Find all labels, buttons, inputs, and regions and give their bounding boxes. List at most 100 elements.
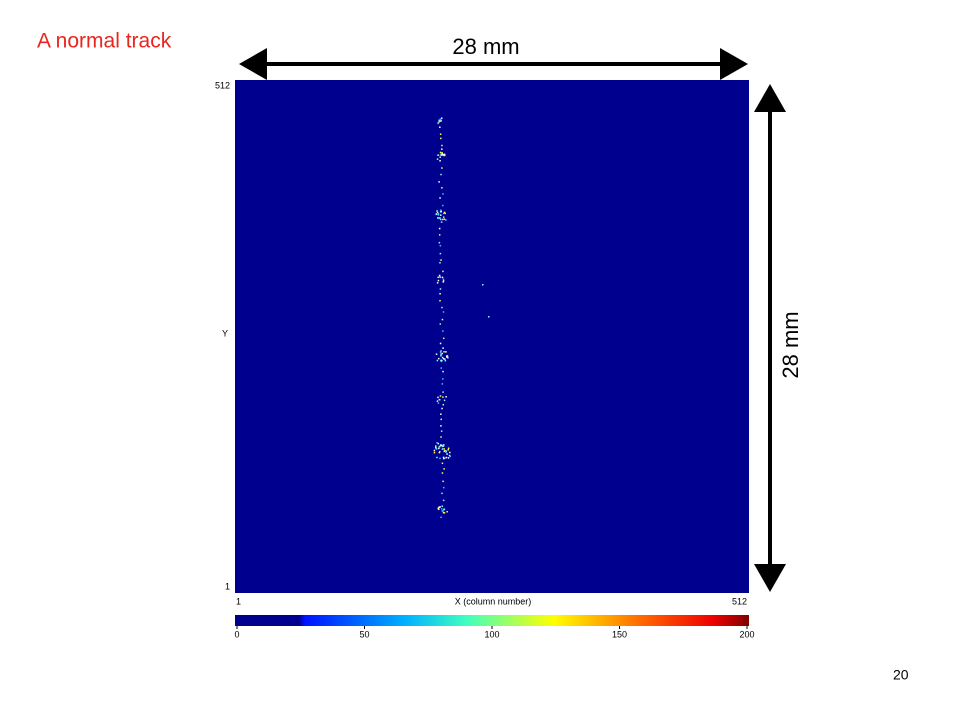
hit [438, 506, 440, 508]
y-tick-label: 512 [215, 80, 230, 90]
hit [436, 359, 439, 362]
hit [441, 472, 444, 474]
hit [435, 353, 438, 355]
hit [441, 462, 444, 465]
hit [440, 353, 442, 355]
hit [436, 400, 439, 402]
hit [439, 156, 441, 158]
detector-image [235, 80, 749, 593]
hit [440, 418, 442, 421]
hit [437, 442, 440, 445]
hit [442, 391, 444, 393]
hit [436, 282, 439, 284]
hit [442, 218, 444, 221]
y-axis-label: Y [222, 328, 228, 338]
hit [443, 218, 446, 220]
hit [442, 358, 445, 360]
hit [439, 342, 442, 345]
hit [442, 330, 444, 332]
hit [436, 442, 438, 444]
hit [438, 398, 441, 401]
hit [440, 210, 442, 213]
track-hits [433, 117, 490, 519]
hit [488, 316, 490, 318]
hit [449, 455, 452, 458]
hit [438, 181, 440, 183]
hit [439, 217, 441, 219]
hit [442, 456, 445, 459]
hit [441, 167, 443, 169]
width-label: 28 mm [452, 34, 519, 59]
hit [438, 447, 440, 450]
hit [446, 355, 449, 357]
hit [439, 151, 442, 154]
hit [440, 349, 442, 352]
hit [442, 396, 444, 398]
hit [443, 351, 445, 353]
hit [438, 274, 441, 277]
hit [442, 204, 444, 207]
hit [444, 457, 446, 459]
hit [440, 430, 443, 432]
hit [447, 447, 450, 450]
hit [448, 454, 451, 457]
hit [437, 213, 440, 216]
hit [441, 306, 443, 309]
hit [436, 158, 439, 160]
hit [440, 425, 442, 427]
hit [439, 133, 442, 135]
hit [441, 448, 444, 450]
hit [439, 276, 441, 278]
hit [439, 214, 442, 216]
hit [442, 403, 445, 406]
colorbar-tick-label: 0 [234, 629, 239, 639]
hit [445, 396, 447, 398]
hit [439, 299, 441, 302]
hit [441, 444, 443, 447]
hit [443, 450, 445, 453]
hit [443, 399, 446, 402]
hit [440, 359, 442, 362]
hit [440, 367, 442, 369]
hit [439, 506, 441, 508]
hit [442, 153, 444, 156]
colorbar-tick-label: 100 [484, 629, 499, 639]
hit [441, 318, 444, 321]
hit [438, 217, 440, 220]
hit [445, 351, 447, 353]
hit [442, 311, 445, 313]
hit [441, 445, 444, 448]
hit [446, 510, 448, 513]
colorbar-tick-label: 150 [612, 629, 627, 639]
y-tick-label: 1 [225, 581, 230, 591]
x-tick-label: 1 [236, 596, 241, 606]
hit [442, 499, 445, 502]
x-tick-label: 512 [732, 596, 747, 606]
hit [443, 508, 446, 511]
hit [442, 337, 445, 340]
hit [443, 211, 446, 214]
hit [440, 516, 442, 519]
hit [442, 445, 445, 447]
hit [442, 212, 445, 215]
hit [435, 445, 437, 447]
hit [443, 153, 446, 156]
hit [437, 154, 440, 156]
hit [437, 402, 440, 404]
hit [442, 193, 444, 195]
hit [435, 446, 437, 449]
hit [443, 154, 445, 157]
hit [440, 259, 442, 261]
hit [439, 457, 441, 460]
hit [441, 352, 444, 355]
slide-title: A normal track [37, 30, 172, 53]
hit [437, 357, 440, 360]
colorbar [235, 615, 749, 626]
hit [438, 227, 441, 230]
hit [441, 505, 444, 507]
hit [441, 510, 444, 512]
hit [447, 457, 450, 459]
hit [439, 119, 442, 121]
hit [441, 153, 444, 155]
hit [441, 187, 443, 189]
